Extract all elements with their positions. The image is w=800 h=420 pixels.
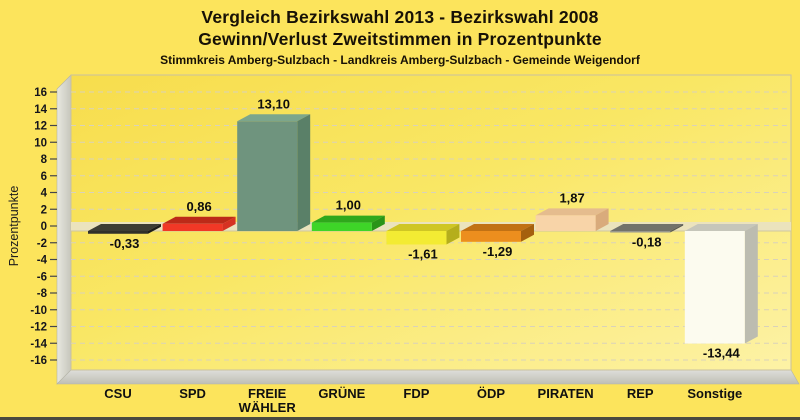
category-label-ÖDP: ÖDP	[477, 386, 506, 401]
y-tick-label-14: 14	[34, 104, 47, 116]
y-axis: 16 14 12 10 8 6 4 2 0 -2 -4 -6 -8 -10 -12 -14 -16 Prozent…	[7, 87, 57, 367]
bar-freie-w-hler	[237, 114, 311, 231]
chart-title-line2: Gewinn/Verlust Zweitstimmen in Prozentpu…	[198, 29, 602, 49]
bar-top-face	[237, 114, 311, 122]
bar-side-face	[670, 224, 684, 233]
bar-side-face	[744, 224, 758, 344]
y-tick-label--2: -2	[37, 238, 47, 250]
y-axis-label: Prozentpunkte	[7, 186, 21, 267]
y-tick-label--8: -8	[37, 288, 48, 300]
bar-fdp	[386, 224, 460, 245]
bar-front-face	[237, 121, 298, 231]
bar-front-face	[535, 215, 596, 231]
bar-top-face	[311, 215, 385, 223]
y-tick-label-6: 6	[41, 171, 47, 183]
category-label-PIRATEN: PIRATEN	[538, 386, 594, 401]
category-label-FREIE WÄHLER: FREIE WÄHLER	[239, 386, 297, 415]
bar-top-face	[162, 216, 236, 224]
bar-front-face	[461, 231, 521, 242]
y-tick-label--10: -10	[30, 305, 47, 317]
y-tick-label-12: 12	[34, 121, 47, 133]
category-label-REP: REP	[627, 386, 654, 401]
y-tick-label--12: -12	[30, 322, 47, 334]
bar-top-face	[386, 224, 460, 231]
bar-top-face	[684, 224, 758, 231]
bar-sonstige	[684, 224, 758, 344]
value-label-Sonstige: -13,44	[703, 346, 741, 361]
bar-top-face	[461, 224, 534, 231]
bar-rep	[610, 224, 684, 233]
bar-gr-ne	[311, 215, 385, 231]
bar-spd	[162, 216, 236, 231]
category-label-Sonstige: Sonstige	[687, 386, 742, 401]
chart-header: Vergleich Bezirkswahl 2013 - Bezirkswahl…	[0, 6, 800, 68]
bar-front-face	[162, 223, 223, 231]
bar--dp	[461, 224, 534, 242]
bar-top-face	[88, 224, 161, 231]
category-label-CSU: CSU	[104, 386, 131, 401]
y-tick-label--16: -16	[30, 355, 47, 367]
value-label-FREIE WÄHLER: 13,10	[257, 96, 290, 111]
y-tick-label-8: 8	[41, 154, 48, 166]
bar-side-face	[521, 224, 534, 242]
y-tick-label--4: -4	[37, 255, 48, 267]
value-label-PIRATEN: 1,87	[559, 190, 584, 205]
y-tick-label-4: 4	[41, 188, 48, 200]
chart-caption: Stimmkreis Amberg-Sulzbach - Landkreis A…	[160, 53, 640, 67]
bar-top-face	[610, 224, 684, 231]
value-label-FDP: -1,61	[408, 246, 438, 261]
category-label-FDP: FDP	[403, 386, 429, 401]
window-bottom-edge	[0, 417, 800, 420]
bar-csu	[88, 224, 161, 234]
bar-front-face	[311, 222, 372, 231]
labels: -0,33 CSU 0,86 SPD 13,10 FREIE WÄHLER 1,00 GRÜNE…	[104, 96, 742, 415]
category-label-SPD: SPD	[179, 386, 206, 401]
bar-side-face	[222, 216, 236, 231]
bar-piraten	[535, 208, 609, 231]
bar-front-face	[610, 231, 671, 233]
value-label-REP: -0,18	[632, 235, 662, 250]
category-label-GRÜNE: GRÜNE	[318, 386, 365, 401]
bars	[88, 114, 758, 344]
y-tick-label--14: -14	[30, 338, 47, 350]
y-tick-label--6: -6	[37, 271, 47, 283]
left-wall-3d	[56, 74, 72, 385]
floor-3d	[56, 369, 800, 385]
value-label-CSU: -0,33	[110, 236, 140, 251]
y-tick-label-2: 2	[41, 204, 47, 216]
value-label-ÖDP: -1,29	[483, 244, 513, 259]
bar-side-face	[297, 114, 311, 231]
y-tick-label-0: 0	[41, 221, 47, 233]
y-tick-label-10: 10	[34, 137, 47, 149]
bar-side-face	[446, 224, 460, 245]
bar-front-face	[684, 231, 745, 344]
bar-side-face	[371, 215, 385, 231]
y-tick-label-16: 16	[34, 87, 47, 99]
bar-top-face	[535, 208, 609, 216]
value-label-SPD: 0,86	[186, 199, 211, 214]
bar-side-face	[595, 208, 609, 231]
chart-title-line1: Vergleich Bezirkswahl 2013 - Bezirkswahl…	[201, 7, 599, 27]
value-label-GRÜNE: 1,00	[336, 198, 361, 213]
bar-front-face	[88, 231, 148, 234]
bar-front-face	[386, 231, 447, 245]
bar-side-face	[148, 224, 161, 234]
